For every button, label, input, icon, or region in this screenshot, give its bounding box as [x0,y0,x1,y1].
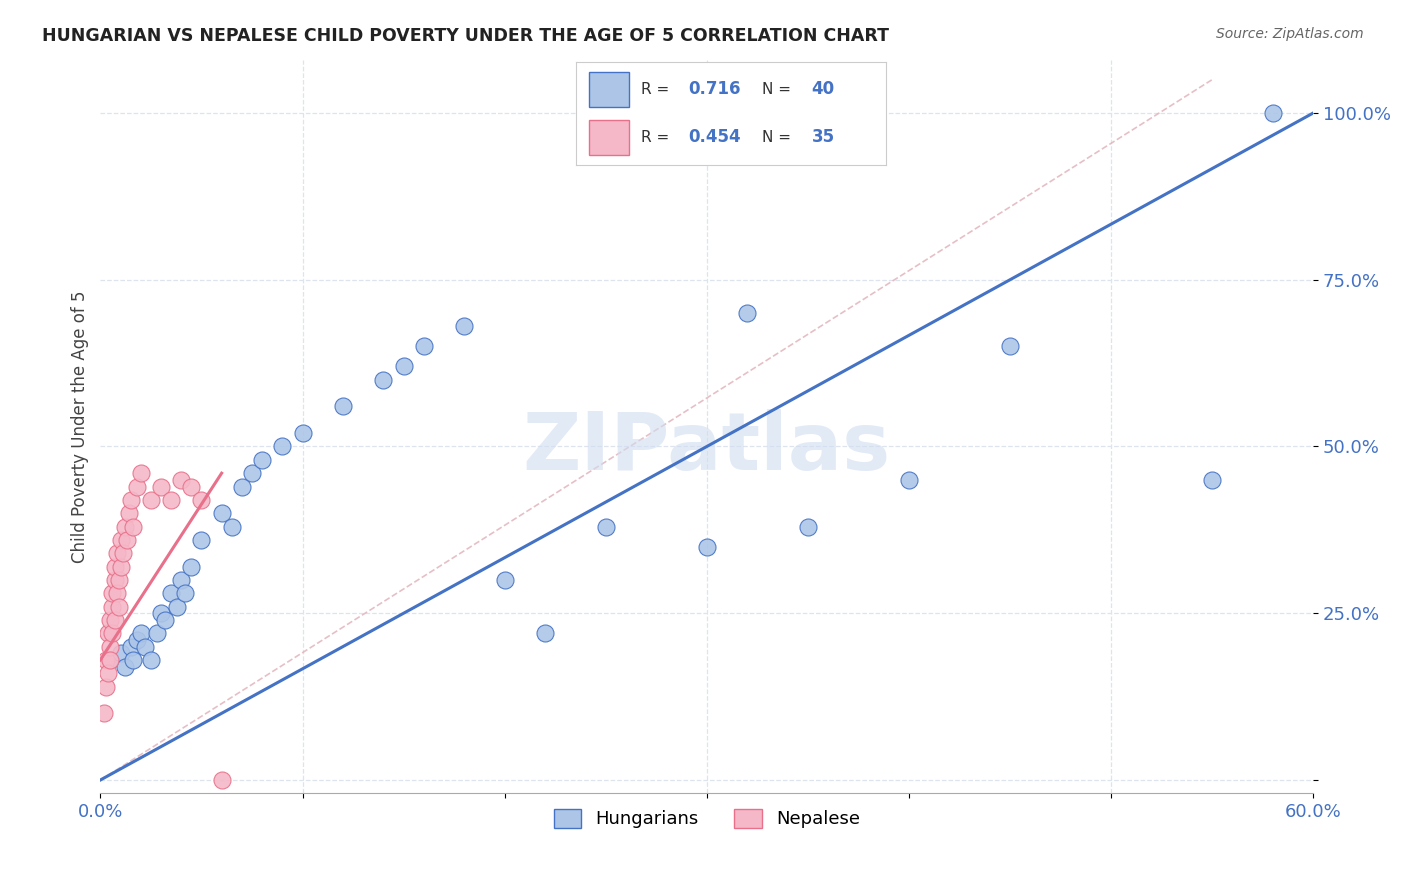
Text: ZIPatlas: ZIPatlas [523,409,891,488]
Point [125,479,148,493]
Point [129,466,152,480]
Point [190,492,212,507]
Point [129,626,152,640]
Text: N =: N = [762,81,796,96]
Text: 0.716: 0.716 [688,80,741,98]
Point [190,533,212,547]
Point [153,613,176,627]
Point [96,680,118,694]
Point [797,519,820,533]
Point [170,473,193,487]
Point [139,653,162,667]
Point [105,546,128,560]
Text: 40: 40 [811,80,835,98]
Point [100,653,122,667]
Point [1261,106,1284,120]
Text: 35: 35 [811,128,835,146]
Point [150,606,173,620]
Point [150,479,173,493]
Point [101,626,124,640]
Point [735,306,758,320]
Point [121,653,143,667]
Text: Source: ZipAtlas.com: Source: ZipAtlas.com [1216,27,1364,41]
Point [170,573,193,587]
Point [166,599,188,614]
Point [101,586,124,600]
Point [97,666,120,681]
Point [96,653,118,667]
Point [114,659,136,673]
Point [97,626,120,640]
Point [105,586,128,600]
Point [240,466,263,480]
Point [100,613,122,627]
Point [595,519,617,533]
Point [120,640,142,654]
Point [211,772,233,787]
Point [134,640,156,654]
Point [121,519,143,533]
Point [180,559,202,574]
Point [897,473,920,487]
Point [120,492,142,507]
Point [110,646,132,660]
Point [696,540,718,554]
Point [412,339,434,353]
Point [160,586,183,600]
Point [211,506,233,520]
Point [139,492,162,507]
Text: 0.454: 0.454 [688,128,741,146]
Point [271,440,294,454]
Point [107,573,129,587]
Text: N =: N = [762,130,796,145]
Text: R =: R = [641,130,675,145]
Bar [589,120,628,155]
Point [534,626,557,640]
Point [93,706,115,721]
Y-axis label: Child Poverty Under the Age of 5: Child Poverty Under the Age of 5 [72,290,89,563]
Point [392,359,415,374]
Point [103,559,125,574]
Point [118,506,141,520]
Point [100,640,122,654]
Point [103,573,125,587]
Text: HUNGARIAN VS NEPALESE CHILD POVERTY UNDER THE AGE OF 5 CORRELATION CHART: HUNGARIAN VS NEPALESE CHILD POVERTY UNDE… [42,27,889,45]
Point [160,492,183,507]
Text: R =: R = [641,81,675,96]
Point [494,573,516,587]
Point [998,339,1021,353]
Point [114,519,136,533]
Point [332,400,354,414]
Point [110,533,132,547]
Point [1201,473,1223,487]
Point [146,626,169,640]
Point [110,559,132,574]
Point [125,632,148,647]
Point [373,373,395,387]
Point [107,599,129,614]
Point [250,453,273,467]
Point [174,586,197,600]
Point [453,319,475,334]
Point [221,519,243,533]
Point [100,653,122,667]
Point [180,479,202,493]
Point [291,426,314,441]
Point [101,599,124,614]
Bar [589,71,628,106]
Point [231,479,253,493]
Point [115,533,138,547]
Point [111,546,134,560]
Point [103,613,125,627]
Legend: Hungarians, Nepalese: Hungarians, Nepalese [547,802,868,836]
